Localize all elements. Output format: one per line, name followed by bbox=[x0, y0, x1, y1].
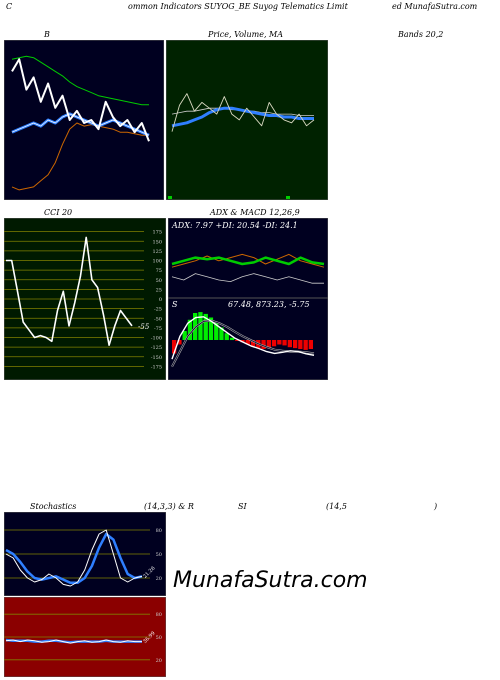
brand-watermark: MunafaSutra.com bbox=[173, 568, 368, 593]
cci-label: CCI 20 bbox=[44, 208, 73, 217]
macd-histogram-bar bbox=[198, 312, 203, 340]
macd-histogram-bar bbox=[287, 340, 292, 348]
price-volume-label: Price, Volume, MA bbox=[208, 30, 284, 39]
cci-tick-label: 75 bbox=[156, 268, 162, 274]
stochastics-main-line bbox=[5, 529, 143, 587]
bollinger-lower-band-line bbox=[11, 122, 149, 191]
macd-subtitle: 67.48, 873.23, -5.75 bbox=[228, 300, 310, 309]
bands-label: Bands 20,2 bbox=[398, 30, 444, 39]
macd-histogram-bar bbox=[177, 340, 182, 345]
macd-histogram-bar bbox=[303, 340, 308, 350]
stochastics-tick-label: 80 bbox=[156, 528, 162, 534]
rsi-params-label: (14,5 bbox=[326, 502, 347, 511]
cci-tick-label: -125 bbox=[151, 345, 162, 351]
cci-tick-label: -25 bbox=[154, 307, 162, 313]
macd-histogram-bar bbox=[293, 340, 298, 349]
cci-tick-label: 150 bbox=[152, 239, 162, 245]
rsi-tick-label: 80 bbox=[156, 612, 162, 618]
macd-histogram-bar bbox=[224, 333, 229, 341]
plus-di-line bbox=[171, 256, 325, 266]
rsi-label: SI bbox=[238, 502, 247, 511]
macd-subtitle-letter: S bbox=[172, 300, 178, 309]
cci-chart: 175 150 125 100 75 50 25 0 -25 -50 -75 -100 -125 -150… bbox=[4, 218, 166, 380]
bollinger-chart bbox=[4, 40, 164, 200]
cci-last-value: -55 bbox=[138, 323, 150, 331]
cci-tick-label: -175 bbox=[151, 364, 162, 370]
cci-line bbox=[6, 236, 133, 346]
macd-signal-line-core bbox=[171, 320, 315, 367]
rsi-main-line bbox=[5, 639, 142, 644]
rsi-close-label: ) bbox=[434, 502, 438, 511]
bollinger-price-line bbox=[11, 58, 150, 142]
header-left-letter: C bbox=[6, 2, 13, 11]
macd-histogram-bar bbox=[298, 340, 303, 349]
macd-histogram-bar bbox=[266, 340, 271, 349]
price-ma-short-line bbox=[171, 106, 314, 128]
cci-tick-label: 0 bbox=[159, 297, 162, 303]
header-right: ed MunafaSutra.com bbox=[392, 2, 478, 11]
macd-histogram-bar bbox=[172, 340, 177, 354]
macd-histogram-bar bbox=[277, 340, 282, 345]
cci-tick-label: 125 bbox=[152, 249, 162, 255]
macd-histogram-bar bbox=[182, 331, 187, 340]
rsi-tick-label: 50 bbox=[156, 635, 162, 641]
bollinger-label: B bbox=[44, 30, 50, 39]
price-line bbox=[171, 93, 315, 132]
macd-histogram-bar bbox=[250, 340, 256, 347]
macd-histogram-bar bbox=[271, 340, 277, 347]
bollinger-upper-band-line bbox=[11, 55, 149, 106]
macd-histogram-bar bbox=[208, 317, 214, 340]
macd-histogram-bar bbox=[261, 340, 266, 349]
cci-tick-label: -100 bbox=[151, 336, 162, 342]
macd-histogram-bar bbox=[187, 319, 193, 341]
rsi-tick-label: 20 bbox=[156, 658, 162, 664]
adx-line bbox=[171, 273, 324, 284]
cci-tick-label: 100 bbox=[152, 259, 162, 265]
macd-histogram-bar bbox=[308, 340, 313, 349]
macd-line bbox=[171, 316, 315, 360]
macd-chart: S 67.48, 873.23, -5.75 bbox=[168, 298, 328, 380]
cci-tick-label: 25 bbox=[156, 287, 162, 293]
macd-histogram-bar bbox=[214, 322, 219, 340]
stoch-params-label: (14,3,3) & R bbox=[144, 502, 194, 511]
cci-tick-label: -150 bbox=[151, 355, 162, 361]
cci-tick-label: 50 bbox=[156, 278, 162, 284]
macd-histogram-bar bbox=[282, 340, 287, 346]
cci-tick-label: 175 bbox=[152, 230, 162, 236]
cci-tick-label: -50 bbox=[154, 316, 162, 322]
macd-histogram-bar bbox=[245, 340, 250, 345]
adx-chart: ADX: 7.97 +DI: 20.54 -DI: 24.1 bbox=[168, 218, 328, 298]
cci-tick-label: -75 bbox=[154, 326, 162, 332]
macd-histogram-bar bbox=[229, 337, 235, 341]
macd-histogram-bar bbox=[203, 313, 208, 340]
stochastics-label: Stochastics bbox=[30, 502, 77, 511]
macd-histogram-bar bbox=[235, 340, 240, 341]
stochastics-tick-label: 20 bbox=[156, 576, 162, 582]
stochastics-tick-label: 50 bbox=[156, 552, 162, 558]
adx-macd-label: ADX & MACD 12,26,9 bbox=[210, 208, 300, 217]
header-title: ommon Indicators SUYOG_BE Suyog Telemati… bbox=[128, 2, 348, 11]
macd-histogram-bar bbox=[219, 327, 224, 340]
price-volume-chart bbox=[166, 40, 328, 200]
adx-subtitle: ADX: 7.97 +DI: 20.54 -DI: 24.1 bbox=[171, 221, 298, 230]
stochastics-signal-line bbox=[5, 532, 143, 585]
